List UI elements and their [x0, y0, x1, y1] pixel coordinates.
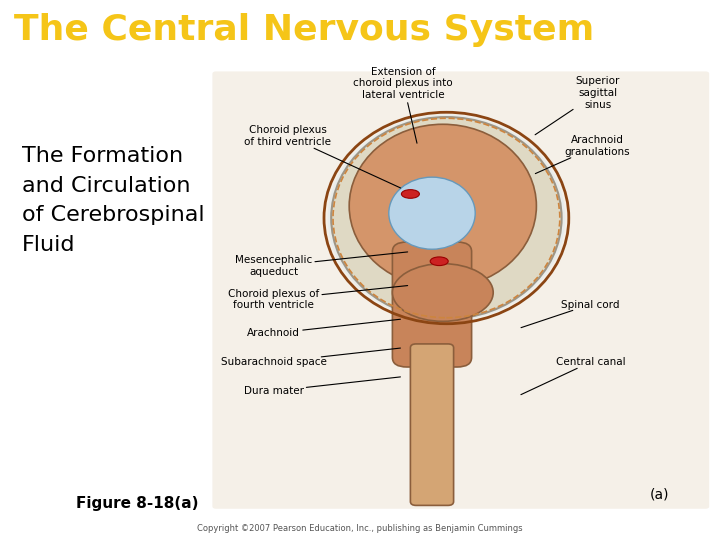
FancyBboxPatch shape — [392, 242, 472, 367]
Ellipse shape — [331, 117, 562, 319]
Text: Choroid plexus of
fourth ventricle: Choroid plexus of fourth ventricle — [228, 286, 408, 310]
Ellipse shape — [389, 177, 475, 249]
Text: Figure 8-18(a): Figure 8-18(a) — [76, 496, 198, 511]
FancyBboxPatch shape — [410, 344, 454, 505]
Text: Choroid plexus
of third ventricle: Choroid plexus of third ventricle — [245, 125, 400, 188]
Ellipse shape — [431, 257, 448, 266]
Text: Mesencephalic
aqueduct: Mesencephalic aqueduct — [235, 252, 408, 277]
Ellipse shape — [392, 264, 493, 321]
Text: Spinal cord: Spinal cord — [521, 300, 620, 328]
Text: Subarachnoid space: Subarachnoid space — [220, 348, 400, 367]
Text: Dura mater: Dura mater — [243, 377, 400, 396]
Ellipse shape — [402, 190, 419, 198]
Text: The Formation
and Circulation
of Cerebrospinal
Fluid: The Formation and Circulation of Cerebro… — [22, 146, 204, 255]
Text: Arachnoid: Arachnoid — [247, 319, 400, 339]
Text: Arachnoid
granulations: Arachnoid granulations — [536, 135, 631, 174]
Text: Copyright ©2007 Pearson Education, Inc., publishing as Benjamin Cummings: Copyright ©2007 Pearson Education, Inc.,… — [197, 524, 523, 533]
Text: Superior
sagittal
sinus: Superior sagittal sinus — [535, 77, 620, 135]
Text: Extension of
choroid plexus into
lateral ventricle: Extension of choroid plexus into lateral… — [354, 67, 453, 143]
Ellipse shape — [328, 114, 565, 321]
FancyBboxPatch shape — [212, 71, 709, 509]
Text: The Central Nervous System: The Central Nervous System — [14, 13, 595, 46]
Text: Central canal: Central canal — [521, 357, 625, 395]
Text: (a): (a) — [650, 488, 670, 502]
Ellipse shape — [349, 124, 536, 288]
